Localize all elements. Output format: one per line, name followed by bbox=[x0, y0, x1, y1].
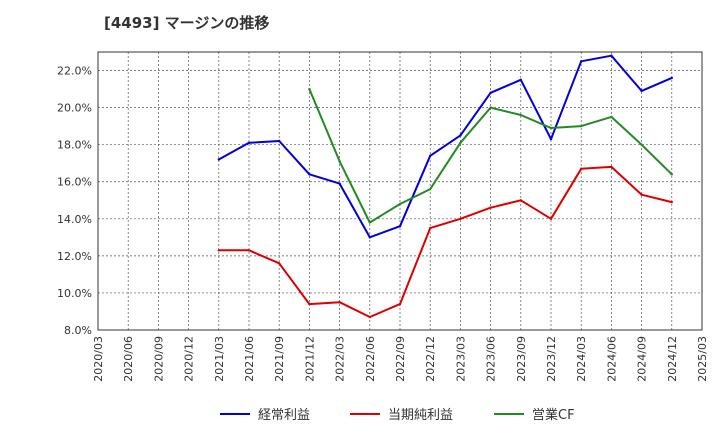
data-point bbox=[429, 226, 432, 230]
x-tick-label: 2022/03 bbox=[334, 336, 347, 382]
data-point bbox=[278, 139, 281, 143]
data-point bbox=[247, 141, 251, 145]
data-point bbox=[519, 199, 522, 202]
data-point bbox=[217, 158, 220, 161]
data-point bbox=[580, 60, 583, 63]
y-tick-label: 18.0% bbox=[57, 139, 92, 152]
x-tick-label: 2020/09 bbox=[152, 336, 165, 382]
data-point bbox=[459, 217, 462, 220]
x-tick-label: 2024/06 bbox=[605, 336, 618, 382]
data-point bbox=[398, 225, 402, 228]
data-point bbox=[610, 165, 613, 169]
x-tick-label: 2022/06 bbox=[364, 336, 377, 382]
chart-title: [4493] マージンの推移 bbox=[104, 14, 270, 32]
x-tick-label: 2021/12 bbox=[303, 336, 316, 382]
x-tick-label: 2020/12 bbox=[183, 336, 196, 382]
data-point bbox=[429, 154, 432, 157]
data-point bbox=[640, 193, 643, 196]
y-tick-label: 22.0% bbox=[57, 65, 92, 78]
data-point bbox=[580, 124, 583, 128]
data-point bbox=[549, 126, 553, 130]
data-point bbox=[278, 262, 281, 265]
data-point bbox=[580, 167, 583, 170]
x-tick-label: 2023/12 bbox=[545, 336, 558, 382]
x-tick-label: 2024/03 bbox=[575, 336, 588, 382]
y-tick-label: 12.0% bbox=[57, 250, 92, 263]
y-tick-label: 16.0% bbox=[57, 176, 92, 189]
data-point bbox=[549, 137, 553, 141]
x-tick-label: 2023/06 bbox=[485, 336, 498, 382]
data-point bbox=[368, 315, 371, 319]
x-tick-label: 2020/06 bbox=[122, 336, 135, 382]
legend-label: 当期純利益 bbox=[388, 408, 453, 423]
data-point bbox=[670, 200, 673, 204]
legend-label: 営業CF bbox=[532, 407, 575, 423]
x-tick-label: 2023/03 bbox=[454, 336, 467, 382]
data-point bbox=[338, 160, 341, 163]
legend-layer: 経常利益 当期純利益 営業CF bbox=[220, 407, 575, 423]
data-point bbox=[459, 141, 462, 145]
y-tick-label: 14.0% bbox=[57, 213, 92, 226]
data-point bbox=[368, 236, 371, 239]
x-tick-label: 2020/03 bbox=[92, 336, 105, 382]
plot-frame bbox=[97, 51, 703, 331]
data-point bbox=[429, 187, 432, 191]
data-point bbox=[489, 206, 492, 209]
data-point bbox=[338, 301, 341, 304]
data-point bbox=[247, 249, 251, 252]
data-point bbox=[519, 78, 522, 82]
data-point bbox=[398, 202, 402, 206]
data-point bbox=[670, 76, 673, 80]
data-point bbox=[217, 249, 220, 252]
grid-layer bbox=[98, 52, 702, 331]
y-tick-label: 20.0% bbox=[57, 102, 92, 115]
x-tick-label: 2021/09 bbox=[273, 336, 286, 382]
data-point bbox=[489, 91, 492, 94]
series-line-経常利益 bbox=[218, 54, 673, 239]
data-point bbox=[549, 217, 553, 220]
data-point bbox=[398, 302, 402, 306]
legend-label: 経常利益 bbox=[258, 408, 310, 423]
data-point bbox=[308, 173, 311, 176]
data-point bbox=[459, 134, 462, 137]
x-tick-label: 2022/09 bbox=[394, 336, 407, 382]
data-point bbox=[368, 221, 371, 224]
x-tick-label: 2021/03 bbox=[213, 336, 226, 382]
data-point bbox=[338, 182, 341, 185]
x-tick-label: 2022/12 bbox=[424, 336, 437, 382]
y-tick-label: 8.0% bbox=[64, 324, 92, 337]
x-tick-label: 2025/03 bbox=[696, 336, 709, 382]
data-point bbox=[308, 87, 311, 91]
series-line-当期純利益 bbox=[218, 165, 673, 318]
x-tick-label: 2023/09 bbox=[515, 336, 528, 382]
axis-layer: 2020/03 2020/06 2020/09 2020/12 2021/03 2021/… bbox=[57, 51, 709, 382]
series-layer bbox=[217, 54, 673, 319]
data-point bbox=[610, 54, 613, 57]
x-tick-label: 2021/06 bbox=[243, 336, 256, 382]
x-tick-label: 2024/09 bbox=[636, 336, 649, 382]
data-point bbox=[308, 302, 311, 306]
series-line-営業CF bbox=[308, 88, 673, 224]
data-point bbox=[670, 173, 673, 176]
data-point bbox=[640, 89, 643, 93]
data-point bbox=[489, 106, 492, 109]
data-point bbox=[640, 143, 643, 146]
y-tick-label: 10.0% bbox=[57, 287, 92, 300]
x-tick-label: 2024/12 bbox=[666, 336, 679, 382]
data-point bbox=[610, 115, 613, 119]
data-point bbox=[519, 113, 522, 117]
